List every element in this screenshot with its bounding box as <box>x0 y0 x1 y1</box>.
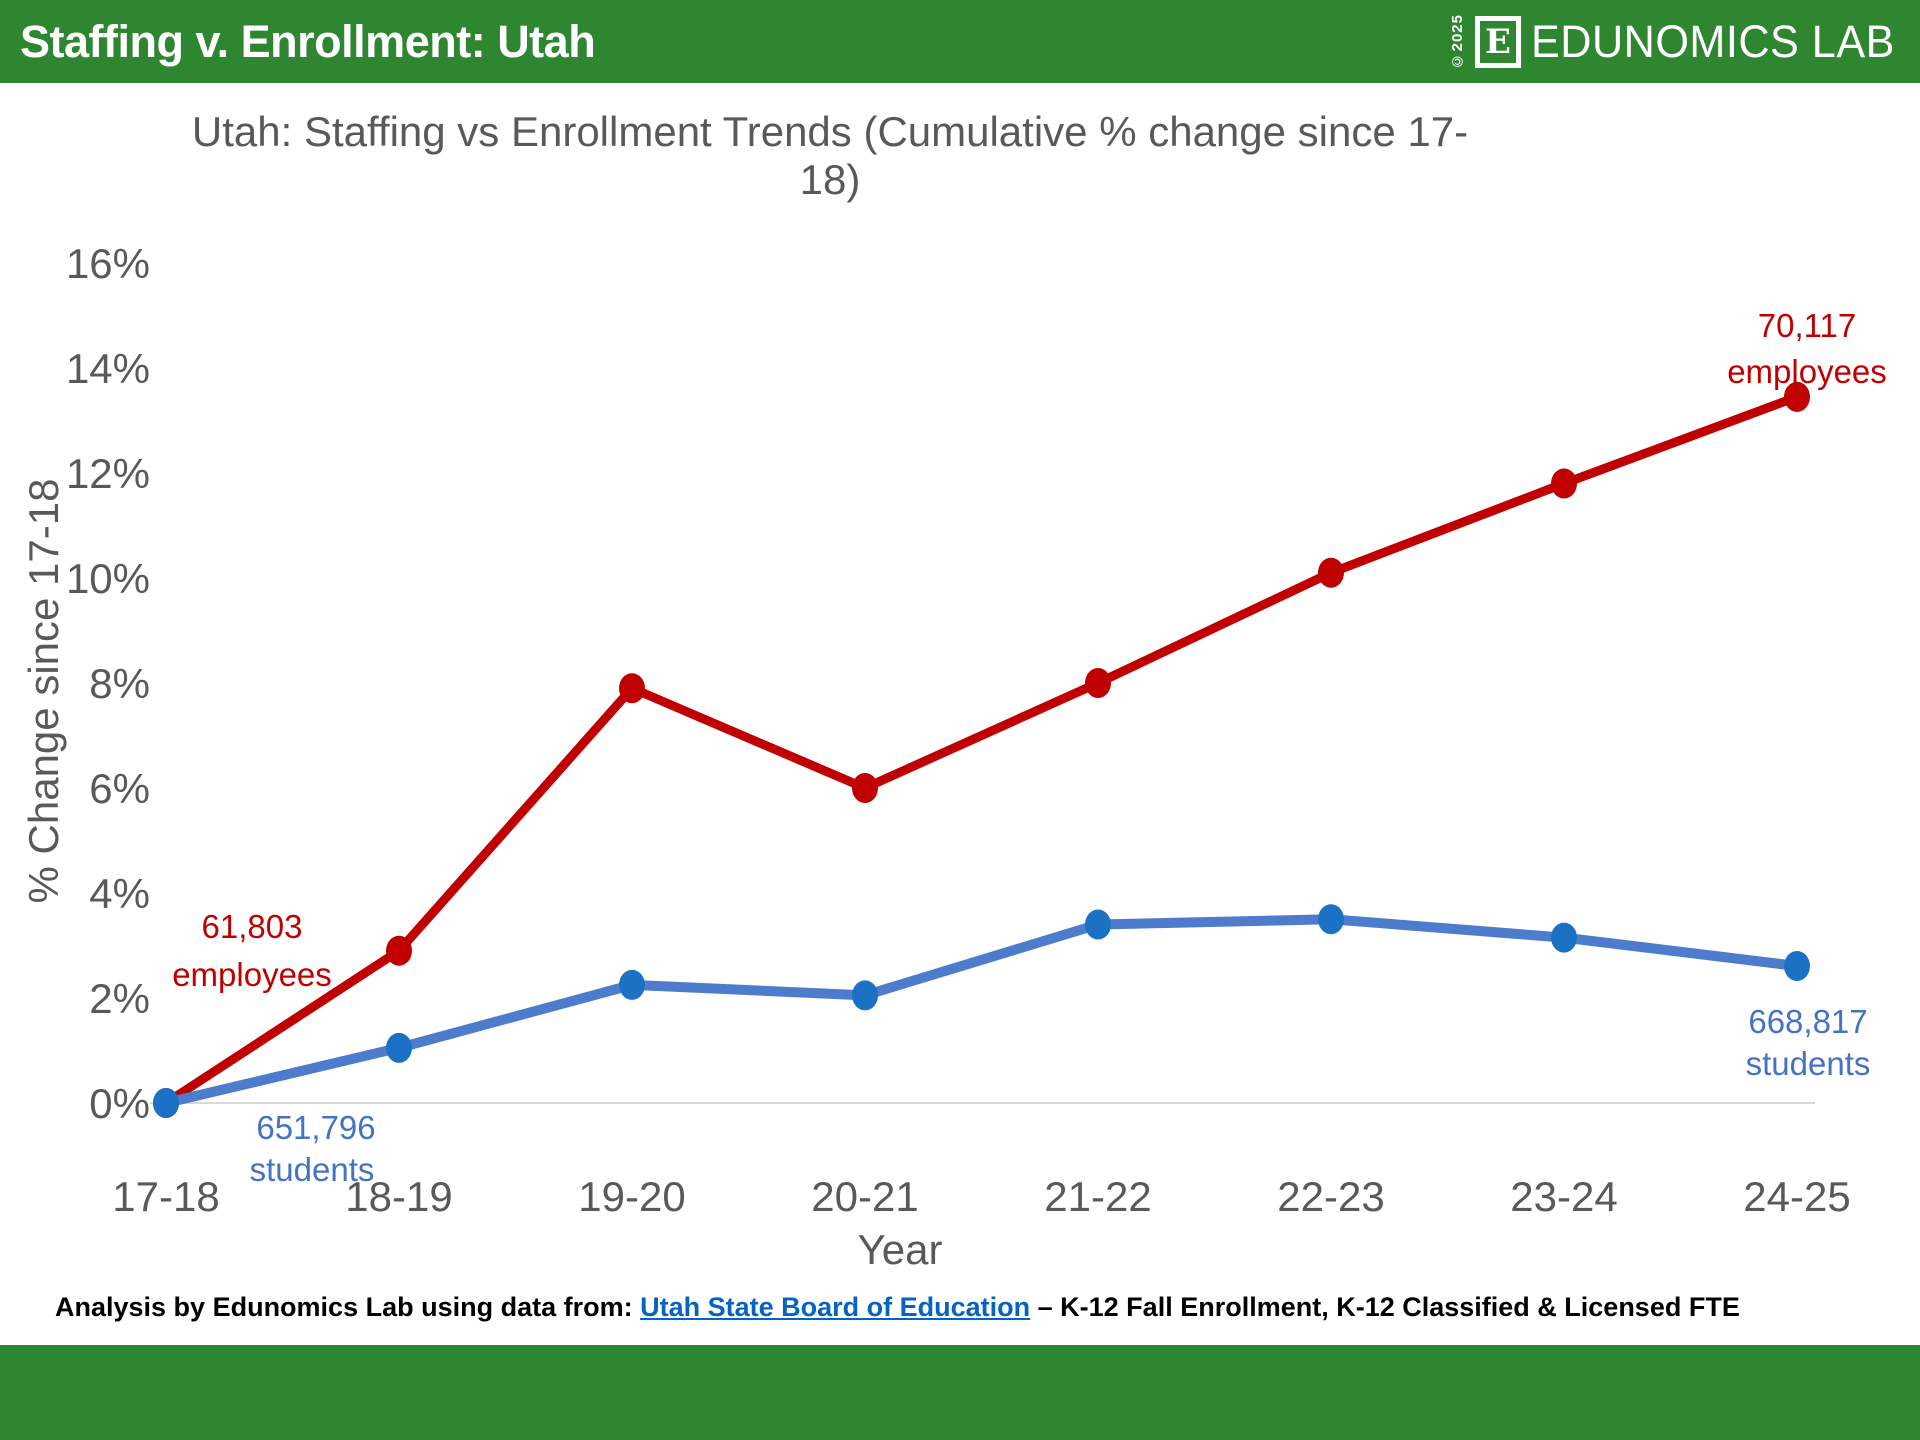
employees-end-label: 70,117 <box>1758 307 1856 344</box>
x-axis-title: Year <box>857 1226 943 1273</box>
chart-title: Utah: Staffing vs Enrollment Trends (Cum… <box>191 108 1469 203</box>
employees-start-label: 61,803 <box>202 908 303 945</box>
students-point-18-19 <box>386 1032 412 1063</box>
x-tick-label: 19-20 <box>578 1173 685 1220</box>
employees-point-20-21 <box>852 773 878 803</box>
x-tick-label: 18-19 <box>345 1173 452 1220</box>
employees-point-18-19 <box>386 935 412 966</box>
x-tick-label: 17-18 <box>112 1173 219 1220</box>
header-bar: Staffing v. Enrollment: Utah ©2025 E EDU… <box>0 0 1920 83</box>
y-tick-label: 16% <box>66 240 150 287</box>
source-note-suffix: – K-12 Fall Enrollment, K-12 Classified … <box>1030 1292 1740 1322</box>
employees-point-24-25 <box>1784 381 1810 412</box>
source-note: Analysis by Edunomics Lab using data fro… <box>55 1292 1895 1323</box>
students-point-24-25 <box>1784 950 1810 981</box>
students-point-17-18 <box>153 1088 179 1118</box>
employees-point-19-20 <box>619 673 645 704</box>
x-tick-label: 21-22 <box>1044 1173 1151 1220</box>
students-point-19-20 <box>619 969 645 1000</box>
page-title: Staffing v. Enrollment: Utah <box>0 15 596 68</box>
edunomics-logo-icon: E <box>1474 15 1521 68</box>
students-line <box>161 914 1802 1108</box>
y-tick-label: 6% <box>89 765 150 812</box>
employees-point-21-22 <box>1085 668 1111 698</box>
employees-start-label: employees <box>172 956 332 993</box>
students-end-label: students <box>1746 1045 1871 1082</box>
y-tick-label: 8% <box>89 660 150 707</box>
brand-wordmark: EDUNOMICS LAB <box>1530 15 1895 67</box>
footer-bar <box>0 1345 1920 1440</box>
students-point-22-23 <box>1318 904 1344 935</box>
students-point-20-21 <box>852 980 878 1011</box>
source-link[interactable]: Utah State Board of Education <box>640 1292 1031 1322</box>
students-start-label: students <box>250 1151 375 1188</box>
employees-line <box>161 392 1802 1108</box>
students-end-label: 668,817 <box>1748 1003 1867 1040</box>
brand-block: ©2025 E EDUNOMICS LAB <box>1449 14 1920 69</box>
x-tick-label: 23-24 <box>1510 1173 1617 1220</box>
page-title-prefix: Staffing v. Enrollment: <box>20 15 498 67</box>
y-tick-label: 10% <box>66 555 150 602</box>
y-tick-label: 2% <box>89 975 150 1022</box>
source-note-prefix: Analysis by Edunomics Lab using data fro… <box>55 1292 641 1322</box>
y-tick-label: 0% <box>89 1080 150 1127</box>
x-tick-label: 24-25 <box>1743 1173 1850 1220</box>
y-tick-label: 12% <box>66 450 150 497</box>
x-tick-label: 20-21 <box>811 1173 918 1220</box>
y-tick-label: 14% <box>66 345 150 392</box>
employees-point-23-24 <box>1551 468 1577 499</box>
y-tick-label: 4% <box>89 870 150 917</box>
students-point-23-24 <box>1551 922 1577 953</box>
edunomics-logo-letter: E <box>1484 21 1511 62</box>
employees-end-label: employees <box>1727 353 1887 390</box>
students-point-21-22 <box>1085 909 1111 940</box>
students-start-label: 651,796 <box>256 1109 375 1146</box>
x-tick-label: 22-23 <box>1277 1173 1384 1220</box>
employees-point-22-23 <box>1318 557 1344 588</box>
page-title-state: Utah <box>497 15 596 67</box>
